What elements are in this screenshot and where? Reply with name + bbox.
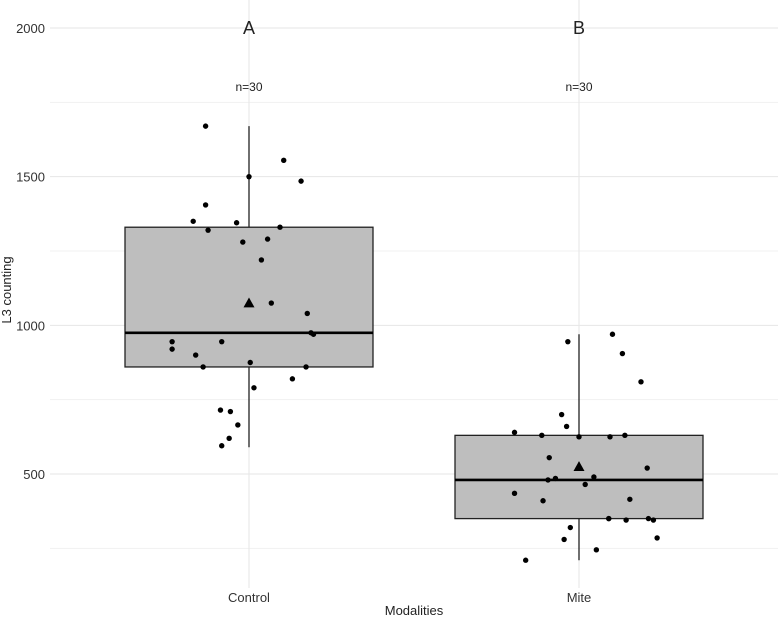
data-point bbox=[190, 218, 196, 224]
data-point bbox=[233, 220, 240, 226]
data-point bbox=[227, 408, 234, 415]
data-point bbox=[546, 454, 552, 461]
data-point bbox=[619, 350, 626, 357]
data-point bbox=[235, 422, 241, 428]
data-point bbox=[217, 407, 224, 413]
data-point bbox=[623, 517, 629, 523]
data-points bbox=[169, 123, 660, 563]
data-point bbox=[226, 435, 232, 442]
data-point bbox=[268, 300, 275, 306]
data-point bbox=[303, 364, 309, 370]
data-point bbox=[606, 515, 612, 522]
boxes bbox=[124, 126, 704, 561]
data-point bbox=[281, 157, 287, 164]
data-point bbox=[650, 517, 657, 523]
data-point bbox=[654, 535, 660, 541]
data-point bbox=[638, 379, 644, 385]
data-point bbox=[627, 496, 633, 502]
data-point bbox=[558, 411, 565, 418]
y-tick-label: 1000 bbox=[16, 318, 45, 333]
data-point bbox=[219, 338, 225, 345]
data-point bbox=[200, 364, 206, 370]
data-point bbox=[567, 524, 574, 531]
data-point bbox=[169, 338, 175, 345]
data-point bbox=[540, 498, 546, 504]
data-point bbox=[576, 434, 582, 440]
significance-letter: B bbox=[573, 18, 585, 38]
x-tick-label: Mite bbox=[567, 590, 592, 605]
data-point bbox=[565, 338, 571, 345]
data-point bbox=[264, 236, 271, 242]
data-point bbox=[192, 352, 199, 358]
data-point bbox=[258, 257, 265, 263]
data-point bbox=[289, 376, 296, 382]
mean-marker-control bbox=[243, 297, 255, 308]
data-point bbox=[247, 359, 253, 366]
data-point bbox=[310, 331, 317, 337]
data-point bbox=[539, 432, 545, 439]
data-point bbox=[205, 227, 211, 233]
data-point bbox=[511, 490, 518, 497]
sample-size-label: n=30 bbox=[565, 80, 592, 94]
data-point bbox=[545, 477, 551, 483]
data-point bbox=[246, 173, 252, 180]
data-point bbox=[593, 547, 600, 553]
data-point bbox=[277, 224, 283, 230]
box-control bbox=[124, 226, 374, 368]
data-point bbox=[552, 475, 559, 482]
y-tick-label: 2000 bbox=[16, 21, 45, 36]
data-point bbox=[304, 310, 310, 317]
data-point bbox=[202, 123, 209, 129]
x-tick-label: Control bbox=[228, 590, 270, 605]
mean-marker-mite bbox=[573, 461, 585, 471]
data-point bbox=[522, 557, 529, 563]
box-mite bbox=[454, 434, 704, 520]
data-point bbox=[202, 202, 209, 208]
data-point bbox=[563, 423, 570, 430]
data-point bbox=[169, 346, 175, 352]
data-point bbox=[251, 385, 257, 391]
x-axis-title: Modalities bbox=[385, 603, 444, 618]
y-axis-title: L3 counting bbox=[0, 256, 14, 323]
data-point bbox=[609, 331, 616, 337]
data-point bbox=[240, 239, 246, 245]
data-point bbox=[644, 465, 650, 471]
labels: 500 1000 1500 2000 An=30 Control Bn=30 Mite bbox=[16, 18, 593, 605]
significance-letter: A bbox=[243, 18, 255, 38]
data-point bbox=[561, 536, 567, 543]
data-point bbox=[298, 178, 304, 184]
data-point bbox=[219, 443, 225, 449]
y-tick-label: 500 bbox=[23, 467, 45, 482]
data-point bbox=[591, 474, 597, 480]
data-point bbox=[582, 481, 588, 488]
sample-size-label: n=30 bbox=[235, 80, 262, 94]
data-point bbox=[511, 429, 518, 436]
data-point bbox=[622, 432, 628, 439]
data-point bbox=[607, 434, 613, 440]
y-tick-label: 1500 bbox=[16, 170, 45, 185]
data-point bbox=[645, 515, 652, 522]
